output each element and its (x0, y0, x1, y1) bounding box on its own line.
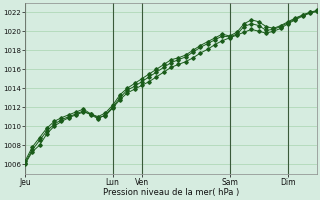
X-axis label: Pression niveau de la mer( hPa ): Pression niveau de la mer( hPa ) (103, 188, 239, 197)
